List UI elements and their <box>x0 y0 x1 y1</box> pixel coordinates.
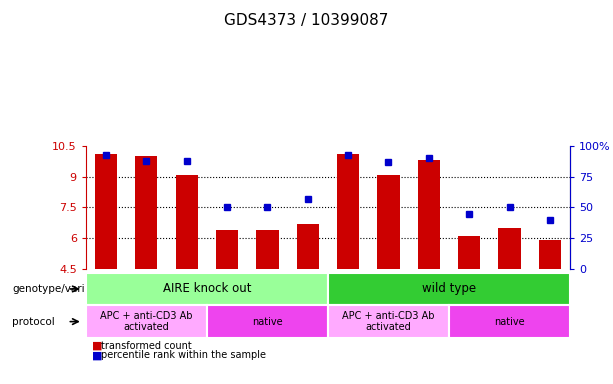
Bar <box>530 146 570 269</box>
Bar <box>368 146 409 269</box>
Bar <box>297 224 319 269</box>
Bar <box>337 154 359 269</box>
Text: native: native <box>494 316 525 327</box>
Bar <box>86 146 126 269</box>
Bar <box>207 146 247 269</box>
Text: percentile rank within the sample: percentile rank within the sample <box>101 350 266 360</box>
Text: wild type: wild type <box>422 283 476 295</box>
Text: ■: ■ <box>92 350 102 360</box>
Bar <box>328 146 368 269</box>
Bar <box>167 146 207 269</box>
Text: AIRE knock out: AIRE knock out <box>162 283 251 295</box>
Bar <box>378 175 400 269</box>
Bar <box>489 146 530 269</box>
Bar <box>135 156 158 269</box>
Bar <box>458 236 481 269</box>
Text: native: native <box>252 316 283 327</box>
Text: protocol: protocol <box>12 316 55 327</box>
Text: APC + anti-CD3 Ab
activated: APC + anti-CD3 Ab activated <box>342 311 435 333</box>
Bar <box>417 160 440 269</box>
Bar <box>539 240 561 269</box>
Text: genotype/variation: genotype/variation <box>12 284 112 294</box>
Bar <box>409 146 449 269</box>
Bar <box>95 154 117 269</box>
Bar <box>247 146 287 269</box>
Text: APC + anti-CD3 Ab
activated: APC + anti-CD3 Ab activated <box>100 311 192 333</box>
Text: transformed count: transformed count <box>101 341 192 351</box>
Text: GDS4373 / 10399087: GDS4373 / 10399087 <box>224 13 389 28</box>
Bar <box>126 146 167 269</box>
Bar <box>216 230 238 269</box>
Bar <box>175 175 198 269</box>
Text: ■: ■ <box>92 341 102 351</box>
Bar <box>287 146 328 269</box>
Bar <box>498 228 520 269</box>
Bar <box>449 146 489 269</box>
Bar <box>256 230 278 269</box>
